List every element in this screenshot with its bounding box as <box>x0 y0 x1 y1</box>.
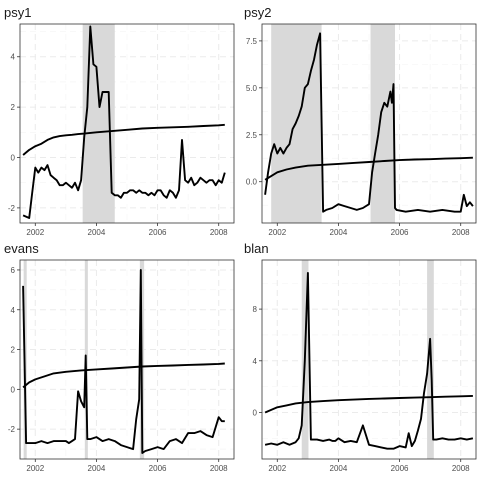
y-tick-label: 8 <box>253 305 258 314</box>
x-tick-label: 2008 <box>210 464 228 473</box>
y-tick-label: 4 <box>11 53 16 62</box>
panel-frame <box>261 259 477 460</box>
plot-background <box>262 260 476 459</box>
x-tick-label: 2002 <box>268 228 286 237</box>
x-tick-label: 2002 <box>268 464 286 473</box>
panel-frame <box>261 23 477 224</box>
y-tick-label: 4 <box>253 357 258 366</box>
x-tick-label: 2004 <box>330 464 348 473</box>
y-tick-label: 2.5 <box>246 131 258 140</box>
x-tick-label: 2004 <box>88 228 106 237</box>
series-line-0 <box>22 269 225 454</box>
x-tick-label: 2008 <box>452 228 470 237</box>
series-line-1 <box>264 394 473 414</box>
panel-1: psy2 2002 2004 2006 2008 0.0 2.5 5.0 7.5 <box>244 5 477 237</box>
series-line-0 <box>264 271 474 450</box>
y-tick-label: 6 <box>11 266 16 275</box>
panel-2: evans 2002 2004 2006 2008 -2 0 2 4 6 <box>4 241 235 473</box>
shaded-period <box>370 24 395 223</box>
x-tick-label: 2008 <box>210 228 228 237</box>
x-tick-label: 2006 <box>149 464 167 473</box>
series-line-1 <box>22 123 225 156</box>
x-tick-label: 2006 <box>391 464 409 473</box>
series-line-1 <box>264 156 473 181</box>
panel-3: blan 2002 2004 2006 2008 0 4 8 <box>244 241 477 473</box>
y-tick-label: 0.0 <box>246 178 258 187</box>
y-tick-label: 0 <box>11 154 16 163</box>
y-tick-label: 2 <box>11 103 16 112</box>
y-tick-label: 0 <box>253 408 258 417</box>
panel-frame <box>19 23 235 224</box>
x-tick-label: 2002 <box>26 464 44 473</box>
x-tick-label: 2008 <box>452 464 470 473</box>
series-line-0 <box>264 32 474 213</box>
x-tick-label: 2004 <box>88 464 106 473</box>
y-tick-label: 7.5 <box>246 37 258 46</box>
series-line-0 <box>22 25 226 219</box>
panel-frame <box>19 259 235 460</box>
series-line-1 <box>22 362 225 389</box>
panel-title: blan <box>244 241 269 256</box>
x-tick-label: 2004 <box>330 228 348 237</box>
x-tick-label: 2006 <box>149 228 167 237</box>
panel-title: psy2 <box>244 5 271 20</box>
x-tick-label: 2006 <box>391 228 409 237</box>
x-tick-label: 2002 <box>26 228 44 237</box>
y-tick-label: 5.0 <box>246 84 258 93</box>
y-tick-label: -2 <box>8 425 16 434</box>
y-tick-label: 0 <box>11 385 16 394</box>
panel-title: evans <box>4 241 39 256</box>
panel-title: psy1 <box>4 5 31 20</box>
y-tick-label: -2 <box>8 204 16 213</box>
y-tick-label: 4 <box>11 306 16 315</box>
panel-0: psy1 2002 2004 2006 2008 -2 0 2 4 <box>4 5 235 237</box>
y-tick-label: 2 <box>11 346 16 355</box>
